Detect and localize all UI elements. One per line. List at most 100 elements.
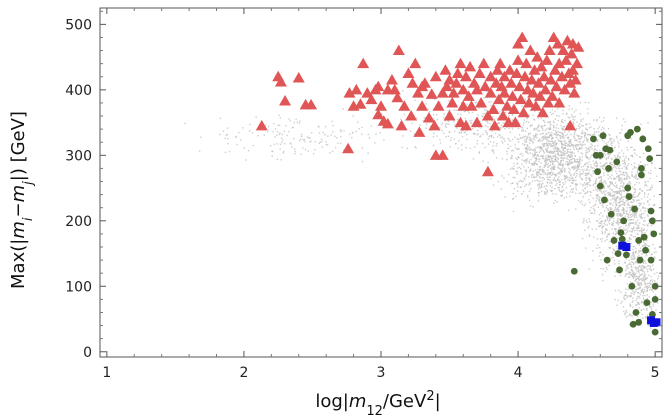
background-point [533, 176, 535, 178]
background-point [477, 129, 479, 132]
background-point [564, 163, 567, 165]
background-point [589, 184, 591, 186]
background-point [482, 106, 484, 109]
background-point [508, 127, 510, 129]
background-point [563, 174, 566, 177]
background-point [596, 164, 599, 166]
background-point [562, 163, 564, 166]
background-point [602, 150, 604, 152]
background-point [552, 137, 554, 139]
background-point [528, 136, 530, 138]
background-point [616, 214, 618, 216]
background-point [633, 255, 635, 257]
background-point [646, 214, 649, 216]
background-point [643, 260, 645, 262]
background-point [551, 151, 553, 153]
background-point [546, 150, 548, 153]
background-point [611, 251, 614, 254]
background-point [606, 224, 608, 226]
background-point [292, 126, 294, 129]
background-point [525, 121, 528, 123]
background-point [617, 165, 619, 167]
background-point [649, 177, 651, 180]
background-point [603, 130, 605, 133]
background-point [543, 142, 545, 145]
background-point [615, 135, 618, 138]
background-point [564, 139, 566, 142]
background-point [572, 121, 574, 123]
square-point [649, 318, 658, 327]
background-point [556, 147, 558, 149]
triangle-point [481, 110, 494, 121]
background-point [617, 201, 619, 204]
background-point [644, 316, 646, 318]
background-point [627, 183, 629, 186]
background-point [644, 207, 646, 210]
background-point [642, 262, 645, 264]
x-axis-label: log|m12/GeV2| [315, 389, 440, 416]
background-point [631, 216, 633, 218]
background-point [646, 244, 648, 246]
background-point [578, 138, 580, 140]
background-point [635, 221, 637, 224]
background-point [543, 166, 545, 168]
background-point [226, 127, 229, 129]
background-point [557, 133, 559, 135]
background-point [629, 304, 632, 306]
triangle-point [564, 119, 577, 131]
background-point [616, 304, 618, 306]
background-point [564, 153, 566, 155]
background-point [531, 124, 533, 127]
background-point [636, 262, 639, 264]
background-point [610, 165, 613, 167]
triangle-point [479, 80, 492, 92]
background-point [600, 212, 602, 214]
background-point [502, 137, 504, 140]
background-point [636, 297, 638, 300]
background-point [555, 158, 557, 161]
background-point [585, 219, 588, 222]
background-point [631, 269, 633, 271]
background-point [561, 127, 563, 129]
background-point [598, 214, 600, 216]
background-point [557, 153, 559, 155]
background-point [644, 184, 646, 187]
background-point [652, 264, 654, 266]
background-point [640, 202, 642, 205]
background-point [633, 162, 636, 164]
background-point [581, 125, 583, 127]
background-point [531, 176, 533, 178]
background-point [512, 198, 514, 200]
triangle-point [422, 112, 435, 123]
background-point [580, 132, 583, 134]
background-point [441, 124, 443, 126]
background-point [656, 271, 658, 274]
y-axis-label: Max(|mi−mj|) [GeV] [8, 111, 36, 289]
circle-point [650, 230, 658, 238]
background-point [535, 136, 537, 138]
background-point [427, 108, 429, 110]
background-point [590, 191, 592, 193]
background-point [644, 169, 646, 172]
background-point [537, 170, 539, 173]
background-point [471, 119, 473, 122]
background-point [272, 130, 274, 133]
x-tick-label: 2 [239, 365, 248, 381]
background-point [573, 161, 575, 163]
background-point [638, 249, 640, 252]
background-point [286, 134, 288, 137]
background-point [571, 176, 573, 179]
background-point [579, 173, 581, 175]
background-point [569, 160, 571, 163]
background-point [566, 157, 568, 159]
background-point [507, 147, 509, 149]
background-point [627, 267, 630, 269]
background-point [628, 225, 630, 227]
background-point [636, 288, 638, 291]
background-point [608, 264, 610, 266]
background-point [500, 188, 503, 190]
background-point [593, 150, 596, 152]
background-point [588, 161, 590, 163]
background-point [334, 135, 336, 138]
background-point [553, 122, 555, 124]
